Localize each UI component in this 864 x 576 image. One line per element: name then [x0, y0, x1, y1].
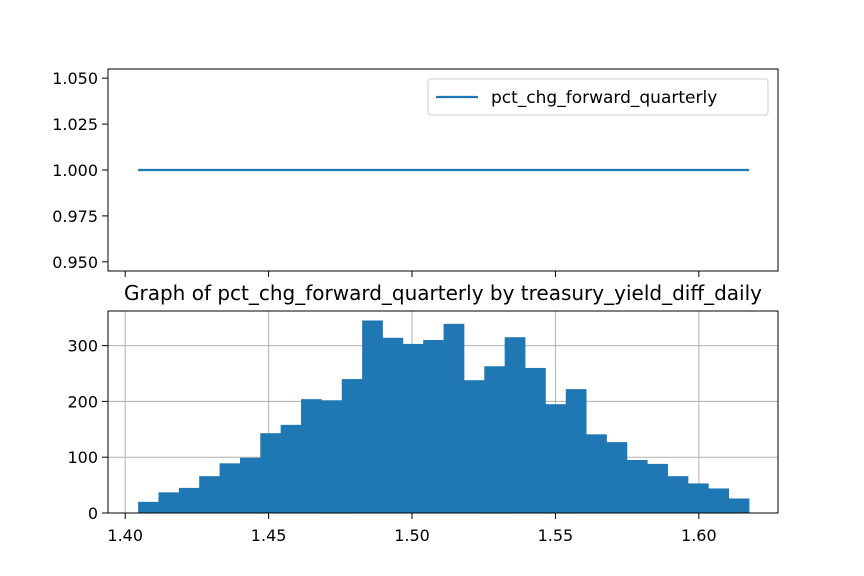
histogram-bar: [199, 476, 220, 513]
histogram-bar: [463, 380, 485, 513]
x-tick-label: 1.60: [681, 526, 717, 545]
histogram-bar: [626, 459, 648, 513]
histogram-bar: [382, 337, 404, 513]
y-tick-label: 0.950: [52, 253, 98, 272]
histogram-bar: [362, 320, 383, 513]
histogram-bar: [565, 389, 587, 513]
histogram-bar: [728, 498, 750, 513]
histogram-bar: [423, 340, 444, 513]
histogram-bar: [138, 501, 159, 513]
histogram-frame: [107, 310, 779, 514]
y-tick-label: 1.050: [52, 69, 98, 88]
legend-label: pct_chg_forward_quarterly: [491, 88, 717, 108]
histogram-bar: [545, 404, 567, 513]
legend: pct_chg_forward_quarterly: [427, 78, 769, 116]
histogram-x-axis: 1.40 1.45 1.50 1.55 1.60: [107, 513, 717, 545]
histogram-bar: [178, 487, 200, 513]
histogram-bar: [687, 483, 709, 513]
histogram-bar: [667, 476, 689, 513]
histogram-bar: [504, 337, 526, 513]
histogram-y-axis: 0 100 200 300: [67, 337, 108, 523]
histogram-bars: [138, 320, 750, 513]
y-tick-label: 300: [67, 337, 98, 356]
x-tick-label: 1.50: [394, 526, 430, 545]
histogram-bar: [586, 434, 607, 513]
y-tick-label: 1.000: [52, 161, 98, 180]
histogram-title: Graph of pct_chg_forward_quarterly by tr…: [124, 281, 762, 305]
histogram-bar: [708, 488, 730, 513]
histogram-bar: [239, 457, 261, 513]
x-tick-label: 1.45: [251, 526, 287, 545]
line-chart-panel: 0.950 0.975 1.000 1.025 1.050 pct_chg_forwar…: [52, 68, 779, 277]
histogram-bar: [341, 379, 363, 513]
y-tick-label: 200: [67, 392, 98, 411]
y-tick-label: 1.025: [52, 115, 98, 134]
legend-box: [427, 78, 769, 116]
histogram-bar: [321, 400, 343, 513]
histogram-bar: [260, 433, 282, 513]
x-tick-label: 1.55: [538, 526, 574, 545]
histogram-bar: [402, 343, 424, 513]
histogram-bar: [301, 399, 322, 513]
histogram-panel: Graph of pct_chg_forward_quarterly by tr…: [67, 281, 779, 545]
line-chart-y-axis: 0.950 0.975 1.000 1.025 1.050: [52, 69, 108, 272]
y-tick-label: 100: [67, 448, 98, 467]
histogram-bar: [219, 463, 241, 513]
histogram-bar: [525, 367, 546, 513]
histogram-bar: [280, 424, 302, 513]
histogram-bar: [484, 366, 506, 513]
histogram-bar: [443, 323, 465, 513]
line-chart-x-axis: [124, 271, 700, 277]
histogram-bar: [647, 463, 668, 513]
x-tick-label: 1.40: [107, 526, 143, 545]
y-tick-label: 0: [88, 504, 98, 523]
histogram-bar: [606, 442, 628, 513]
y-tick-label: 0.975: [52, 207, 98, 226]
histogram-bar: [158, 492, 180, 513]
